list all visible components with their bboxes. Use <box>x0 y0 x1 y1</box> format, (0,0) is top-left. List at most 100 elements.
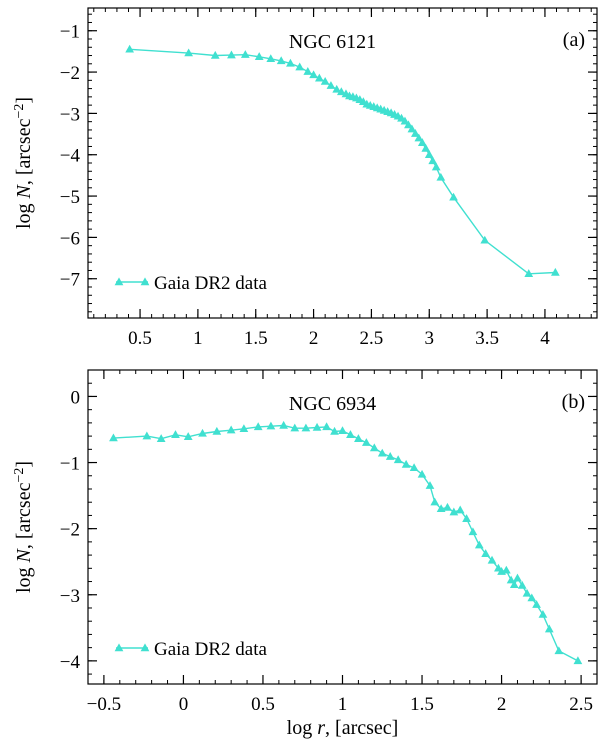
b-data-point <box>449 507 459 516</box>
a-y-axis-title: log N, [arcsec−2] <box>12 97 36 229</box>
a-data-point <box>404 120 413 129</box>
a-y-axis-title-part-0: log <box>13 198 35 229</box>
b-data-point <box>455 505 465 514</box>
a-data-point <box>210 50 220 59</box>
panel-a: 0.5 1 1.5 2 2.5 3 3.5 4 −1 −2 −3 −4 −5 −6 −7 log N, [ar… <box>12 7 598 349</box>
b-data-point <box>361 438 371 446</box>
b-data-point <box>239 424 249 433</box>
b-data-point <box>171 430 180 439</box>
a-data-point <box>309 70 318 79</box>
b-panel-title: NGC 6934 <box>289 393 376 415</box>
a-x-tick-label: 0.5 <box>128 328 152 349</box>
b-data-point <box>481 549 491 557</box>
a-x-tick-label: 4 <box>540 328 550 349</box>
a-data-point <box>320 76 330 85</box>
a-y-tick-label: −6 <box>60 228 80 249</box>
a-y-tick-label: −7 <box>60 270 80 291</box>
a-data-point <box>480 235 490 244</box>
a-y-axis-title-part-2: , [arcsec <box>13 118 35 185</box>
a-y-tick-label: −2 <box>60 63 80 84</box>
b-x-axis-title: log r, [arcsec] <box>287 717 399 739</box>
b-data-point <box>385 451 395 460</box>
b-y-tick-label: 0 <box>71 387 81 408</box>
a-data-point <box>184 48 194 57</box>
b-data-point <box>156 434 166 442</box>
a-data-point <box>266 54 276 63</box>
a-data-point <box>436 172 446 181</box>
b-data-point <box>226 425 236 434</box>
a-data-point <box>424 150 434 158</box>
b-y-axis-title: log N, [arcsec−2] <box>12 461 36 593</box>
b-data-point <box>532 600 541 608</box>
b-data-point <box>430 497 440 506</box>
b-data-point <box>312 422 322 431</box>
b-data-point <box>212 426 222 435</box>
a-legend-label: Gaia DR2 data <box>154 273 267 294</box>
b-data-point <box>468 527 478 536</box>
a-data-point <box>421 143 431 152</box>
b-x-tick-label: 1 <box>338 694 348 715</box>
a-data-point <box>407 124 417 133</box>
a-data-point <box>336 87 346 96</box>
a-series-line <box>129 48 556 275</box>
a-data-point <box>240 50 250 58</box>
a-data-point <box>550 267 560 276</box>
b-data-point <box>290 423 300 432</box>
a-y-tick-label: −5 <box>60 187 80 208</box>
b-y-axis-title-part-0: log <box>13 562 35 593</box>
b-y-axis-title-part-1: N <box>13 547 35 563</box>
a-y-tick-label: −1 <box>60 22 80 43</box>
b-data-point <box>513 573 522 582</box>
a-data-point <box>428 156 438 165</box>
a-data-point <box>326 81 336 89</box>
a-legend-marker <box>140 277 150 286</box>
b-x-axis-title-part-2: , [arcsec] <box>325 717 398 739</box>
b-data-point <box>573 656 583 665</box>
b-data-point <box>393 455 403 464</box>
b-data-point <box>354 434 363 442</box>
b-y-tick-label: −3 <box>60 586 80 607</box>
b-data-point <box>462 514 471 522</box>
b-data-point <box>377 448 387 457</box>
a-x-tick-label: 1 <box>193 328 203 349</box>
b-legend-label: Gaia DR2 data <box>154 639 267 660</box>
a-data-point <box>227 50 236 59</box>
a-x-tick-label: 3.5 <box>475 328 499 349</box>
b-data-point <box>527 593 537 602</box>
a-data-point <box>411 129 420 137</box>
b-x-axis-title-part-1: r <box>317 717 325 739</box>
b-data-point <box>346 430 355 439</box>
b-data-point <box>409 463 419 472</box>
b-data-point <box>522 588 532 597</box>
b-data-point <box>198 428 207 437</box>
a-x-tick-label: 2.5 <box>360 328 384 349</box>
a-data-point <box>417 138 427 146</box>
a-data-point <box>286 58 295 67</box>
b-x-tick-label: 0.5 <box>251 694 275 715</box>
b-data-point <box>142 431 152 440</box>
b-data-point <box>554 646 564 655</box>
b-data-point <box>417 469 427 478</box>
b-data-point <box>509 580 519 589</box>
b-y-axis-title-part-3: −2 <box>12 468 27 483</box>
b-data-point <box>401 459 411 468</box>
b-data-point <box>301 423 311 432</box>
a-y-axis-title-part-3: −2 <box>12 104 27 119</box>
b-legend-marker <box>114 643 124 652</box>
b-data-point <box>506 575 516 584</box>
b-x-tick-label: 0 <box>179 694 189 715</box>
b-data-point <box>338 426 347 435</box>
a-y-tick-label: −4 <box>60 146 81 167</box>
b-y-axis-title-part-4: ] <box>13 461 35 468</box>
a-x-tick-label: 3 <box>425 328 435 349</box>
b-y-tick-label: −2 <box>60 520 80 541</box>
b-data-point <box>330 426 339 435</box>
b-data-point <box>501 565 511 574</box>
b-y-axis-title-part-2: , [arcsec <box>13 482 35 549</box>
a-panel-title: NGC 6121 <box>289 31 376 53</box>
b-x-tick-label: −0.5 <box>87 694 121 715</box>
a-panel-label: (a) <box>563 29 585 51</box>
a-legend-marker <box>114 277 124 286</box>
b-y-tick-label: −4 <box>60 652 81 673</box>
